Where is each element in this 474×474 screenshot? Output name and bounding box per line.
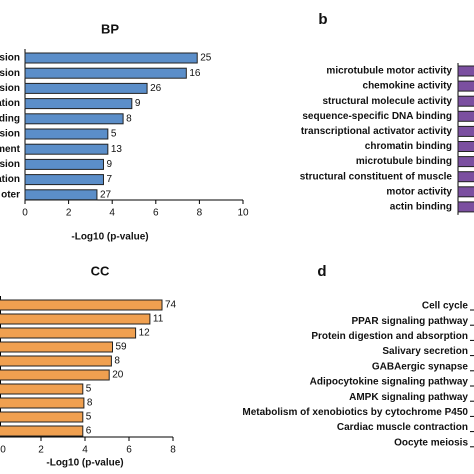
bar xyxy=(24,128,109,140)
category-label: structural constituent of muscle xyxy=(300,171,453,182)
bar xyxy=(24,52,198,64)
category-label: microtubule motor activity xyxy=(326,66,452,77)
category-label: sion xyxy=(0,159,20,170)
bar xyxy=(24,82,148,94)
bar-stub xyxy=(457,186,474,198)
category-label: nding xyxy=(0,113,20,124)
count-label: 26 xyxy=(150,83,162,94)
category-label: PPAR signaling pathway xyxy=(352,316,469,327)
bar xyxy=(24,158,104,170)
bar xyxy=(0,411,84,423)
bar xyxy=(24,113,124,125)
category-label: ssion xyxy=(0,68,20,79)
bar-stub xyxy=(457,156,474,168)
category-label: AMPK signaling pathway xyxy=(349,392,468,403)
category-label: Metabolism of xenobiotics by cytochrome … xyxy=(242,407,468,418)
bar xyxy=(0,327,137,339)
bar-stub xyxy=(457,95,474,107)
count-label: 25 xyxy=(200,53,212,64)
category-label: Oocyte meiosis xyxy=(394,437,468,448)
x-tick-label: 0 xyxy=(0,445,6,456)
x-tick-label: 4 xyxy=(109,208,115,219)
category-label: Adipocytokine signaling pathway xyxy=(310,377,469,388)
x-tick-label: 0 xyxy=(22,208,28,219)
bar xyxy=(24,98,133,110)
bar xyxy=(24,189,98,201)
count-label: 8 xyxy=(126,113,132,124)
category-label: ssion xyxy=(0,53,20,64)
bar xyxy=(0,425,84,437)
category-label: oter xyxy=(1,189,20,200)
x-axis-label: -Log10 (p-value) xyxy=(71,232,148,243)
x-tick-label: 2 xyxy=(66,208,72,219)
bar xyxy=(0,369,110,381)
bar xyxy=(0,355,112,367)
category-label: transcriptional activator activity xyxy=(301,126,453,137)
count-label: 9 xyxy=(135,98,141,109)
x-tick-label: 10 xyxy=(237,208,249,219)
category-label: Cardiac muscle contraction xyxy=(337,422,468,433)
category-label: sion xyxy=(0,129,20,140)
x-tick-label: 8 xyxy=(197,208,203,219)
count-label: 5 xyxy=(86,384,92,395)
category-label: Salivary secretion xyxy=(382,346,468,357)
count-label: 8 xyxy=(87,398,93,409)
panel-letter: b xyxy=(318,11,327,28)
bar xyxy=(0,313,151,325)
chart-title: CC xyxy=(91,263,110,278)
count-label: 27 xyxy=(100,189,112,200)
count-label: 7 xyxy=(106,174,112,185)
bar xyxy=(0,341,113,353)
chart-title: BP xyxy=(101,21,119,36)
count-label: 8 xyxy=(114,356,120,367)
category-label: actin binding xyxy=(390,202,452,213)
count-label: 5 xyxy=(86,412,92,423)
category-label: sequence-specific DNA binding xyxy=(302,111,452,122)
bar xyxy=(24,67,187,79)
category-label: ession xyxy=(0,83,20,94)
x-axis-label: -Log10 (p-value) xyxy=(46,458,123,469)
category-label: chemokine activity xyxy=(363,81,453,92)
count-label: 6 xyxy=(86,426,92,437)
panel-letter: d xyxy=(317,263,326,280)
bar-stub xyxy=(457,125,474,137)
category-label: ment xyxy=(0,144,21,155)
category-label: Protein digestion and absorption xyxy=(311,331,468,342)
count-label: 11 xyxy=(153,314,164,325)
bar-stub xyxy=(457,80,474,92)
bar xyxy=(24,174,104,186)
category-label: microtubule binding xyxy=(356,156,452,167)
bar xyxy=(24,143,109,155)
count-label: 9 xyxy=(106,159,112,170)
category-label: Cell cycle xyxy=(422,301,469,312)
x-tick-label: 6 xyxy=(126,445,132,456)
count-label: 59 xyxy=(116,342,128,353)
count-label: 74 xyxy=(165,300,177,311)
x-tick-label: 4 xyxy=(82,445,88,456)
category-label: motor activity xyxy=(386,186,452,197)
bar-stub xyxy=(457,171,474,183)
category-label: chromatin binding xyxy=(365,141,452,152)
x-tick-label: 8 xyxy=(170,445,176,456)
x-tick-label: 6 xyxy=(153,208,159,219)
count-label: 12 xyxy=(139,328,151,339)
count-label: 16 xyxy=(189,68,201,79)
bar-stub xyxy=(457,65,474,77)
category-label: GABAergic synapse xyxy=(372,361,469,372)
bar xyxy=(0,299,163,311)
x-tick-label: 2 xyxy=(38,445,44,456)
category-label: ation xyxy=(0,98,20,109)
bar-stub xyxy=(457,141,474,152)
count-label: 20 xyxy=(112,370,124,381)
category-label: ation xyxy=(0,174,20,185)
bar xyxy=(0,397,85,409)
count-label: 5 xyxy=(111,129,117,140)
category-label: structural molecule activity xyxy=(323,96,453,107)
count-label: 13 xyxy=(111,144,123,155)
bar-stub xyxy=(457,110,474,122)
bar-stub xyxy=(457,201,474,213)
bar xyxy=(0,383,84,395)
